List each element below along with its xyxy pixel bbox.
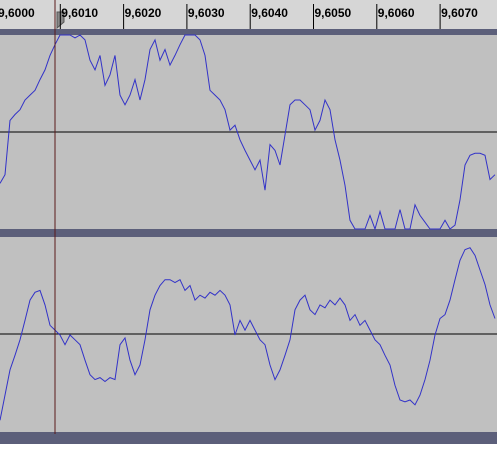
track-border	[0, 229, 497, 237]
track-border	[0, 29, 497, 35]
ruler-label: 9,6000	[0, 6, 35, 20]
waveform	[0, 247, 496, 421]
ruler-label: 9,6040	[251, 6, 288, 20]
ruler-label: 9,6010	[61, 6, 98, 20]
ruler-label: 9,6020	[125, 6, 162, 20]
ruler[interactable]	[0, 0, 497, 30]
ruler-label: 9,6060	[378, 6, 415, 20]
ruler-label: 9,6030	[188, 6, 225, 20]
track-border	[0, 432, 497, 444]
ruler-label: 9,6070	[441, 6, 478, 20]
waveform	[0, 34, 496, 231]
ruler-label: 9,6050	[315, 6, 352, 20]
